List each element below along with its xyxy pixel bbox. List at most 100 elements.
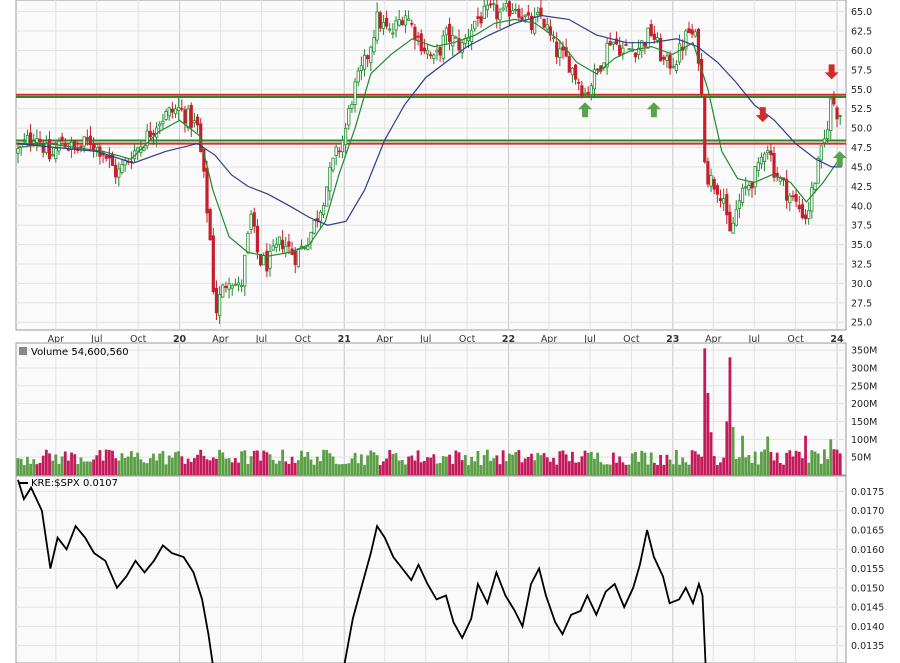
y-tick-label: 40.0 — [851, 201, 872, 212]
candlestick — [381, 14, 386, 36]
ratio-line — [17, 479, 707, 663]
volume-bar — [630, 453, 634, 475]
ratio-gridlines — [16, 476, 846, 663]
candle-body — [388, 28, 392, 31]
volume-bar — [545, 457, 549, 475]
candle-body — [384, 17, 389, 27]
volume-bar — [249, 456, 253, 475]
volume-bar — [715, 464, 719, 475]
volume-bar — [763, 449, 766, 475]
candle-body — [533, 16, 537, 34]
candle-body — [813, 182, 817, 191]
signal-arrows — [578, 64, 847, 167]
candle-body — [296, 249, 300, 268]
candlestick — [759, 152, 764, 169]
candlestick — [366, 54, 370, 68]
y-tick-label: 150M — [851, 417, 877, 428]
candlestick — [703, 95, 707, 164]
candle-body — [208, 209, 212, 241]
volume-bar — [441, 456, 445, 475]
volume-bar — [385, 458, 388, 475]
candle-body — [797, 204, 801, 210]
volume-bar — [457, 452, 461, 475]
candle-body — [451, 34, 455, 47]
candle-body — [762, 153, 767, 162]
volume-bar — [89, 461, 92, 475]
candle-body — [375, 11, 379, 41]
candle-body — [277, 236, 282, 245]
candle-body — [747, 185, 751, 191]
candle-body — [718, 198, 723, 202]
candle-body — [570, 67, 575, 76]
candlestick — [268, 244, 272, 277]
candlestick — [344, 122, 348, 154]
candle-body — [740, 187, 745, 203]
volume-bar — [328, 453, 332, 475]
candlestick — [819, 145, 823, 169]
candle-body — [249, 213, 253, 230]
volume-bar — [293, 462, 297, 475]
candle-body — [54, 148, 58, 159]
candle-body — [447, 23, 452, 42]
candle-body — [514, 9, 518, 11]
green-up-arrow-icon — [578, 102, 593, 118]
candle-body — [722, 198, 726, 204]
candlestick — [725, 188, 729, 225]
candle-body — [211, 235, 215, 293]
volume-bar — [208, 460, 212, 475]
candle-body — [621, 47, 625, 54]
candle-body — [51, 154, 55, 157]
y-tick-label: 65.0 — [851, 7, 872, 18]
candle-body — [838, 114, 842, 117]
candle-body — [79, 145, 83, 148]
volume-bar — [611, 452, 615, 475]
candle-body — [114, 164, 118, 178]
volume-bar — [79, 457, 83, 475]
volume-bar — [511, 454, 514, 475]
candle-body — [791, 195, 795, 198]
candlestick — [407, 10, 411, 21]
volume-bar — [823, 449, 826, 475]
candle-body — [362, 54, 367, 70]
candlestick — [825, 120, 830, 145]
volume-bar — [624, 464, 628, 475]
candlestick — [375, 2, 379, 44]
candle-body — [731, 222, 735, 234]
x-tick-label: Jul — [90, 334, 102, 345]
candle-body — [577, 81, 581, 84]
volume-bar — [467, 465, 470, 475]
volume-bar — [583, 450, 587, 475]
candlestick — [362, 49, 367, 77]
volume-bar — [315, 456, 319, 475]
volume-bar — [634, 451, 637, 475]
candle-body — [186, 108, 190, 128]
x-tick-label: Jul — [419, 334, 431, 345]
volume-bar — [782, 464, 785, 475]
candle-body — [60, 136, 64, 142]
candlestick — [492, 0, 496, 12]
volume-bar — [492, 458, 496, 475]
volume-bar — [322, 449, 325, 475]
candle-body — [331, 157, 335, 171]
candle-body — [671, 65, 675, 68]
volume-bar — [319, 461, 322, 475]
candlestick — [807, 202, 811, 225]
candlestick — [788, 192, 792, 212]
candlestick — [391, 23, 395, 39]
candlestick — [318, 209, 323, 229]
candlestick — [652, 25, 656, 44]
volume-bar — [29, 463, 33, 475]
candlestick — [728, 204, 732, 232]
x-tick-label: Oct — [787, 334, 804, 345]
y-tick-label: 37.5 — [851, 221, 872, 232]
candle-body — [526, 12, 530, 16]
volume-bar — [596, 452, 600, 475]
volume-bar — [744, 457, 748, 475]
volume-bar — [177, 451, 181, 475]
volume-bar — [309, 459, 313, 475]
candle-body — [504, 3, 508, 8]
candle-body — [457, 38, 461, 51]
candlestick — [580, 80, 584, 99]
candle-body — [287, 241, 291, 247]
candlestick — [829, 97, 833, 140]
